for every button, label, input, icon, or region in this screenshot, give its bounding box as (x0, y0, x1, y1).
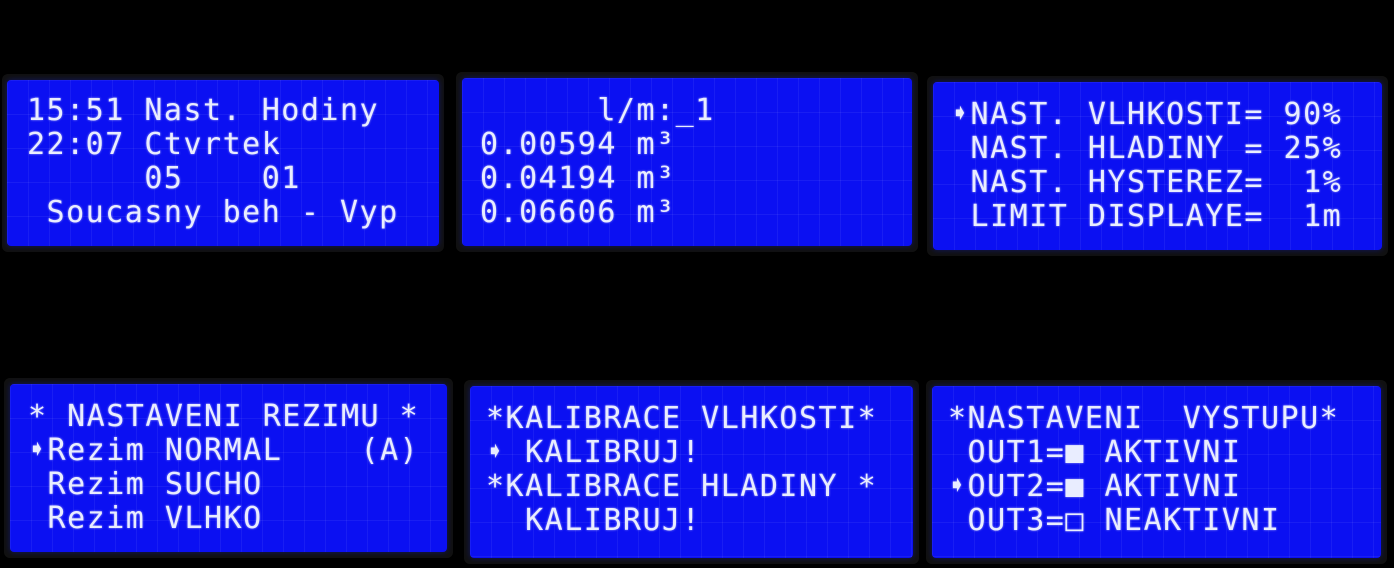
lcd-line-4: LIMIT DISPLAYE= 1m (951, 199, 1343, 234)
lcd-output-settings: *NASTAVENI VYSTUPU* OUT1=■ AKTIVNI ➧OUT2… (932, 386, 1381, 558)
lcd-line-3: 05 01 (27, 161, 301, 196)
lcd-line-1: l/m:_1 (480, 93, 715, 128)
lcd-line-4: 0.06606 m³ (480, 195, 676, 230)
lcd-calibration: *KALIBRACE VLHKOSTI* ➧ KALIBRUJ! *KALIBR… (470, 386, 913, 558)
lcd-line-2: 0.00594 m³ (480, 127, 676, 162)
lcd-line-3: *KALIBRACE HLADINY * (486, 469, 878, 504)
lcd-line-1: 15:51 Nast. Hodiny (27, 93, 380, 128)
lcd-line-1: * NASTAVENI REZIMU * (28, 399, 420, 434)
lcd-line-2: ➧Rezim NORMAL (A) (28, 433, 420, 468)
lcd-line-2: ➧ KALIBRUJ! (486, 435, 702, 470)
lcd-mode-settings: * NASTAVENI REZIMU * ➧Rezim NORMAL (A) R… (10, 384, 447, 552)
lcd-line-2: OUT1=■ AKTIVNI (948, 435, 1242, 470)
lcd-line-2: NAST. HLADINY = 25% (951, 131, 1343, 166)
lcd-line-3: 0.04194 m³ (480, 161, 676, 196)
lcd-line-4: Rezim VLHKO (28, 501, 263, 536)
lcd-line-1: *NASTAVENI VYSTUPU* (948, 401, 1340, 436)
lcd-line-1: *KALIBRACE VLHKOSTI* (486, 401, 878, 436)
lcd-line-2: 22:07 Ctvrtek (27, 127, 282, 162)
lcd-line-4: OUT3=□ NEAKTIVNI (948, 503, 1281, 538)
lcd-line-4: KALIBRUJ! (486, 503, 702, 538)
lcd-line-4: Soucasny beh - Vyp (27, 195, 399, 230)
lcd-line-3: NAST. HYSTEREZ= 1% (951, 165, 1343, 200)
lcd-line-3: ➧OUT2=■ AKTIVNI (948, 469, 1242, 504)
lcd-clock-settings: 15:51 Nast. Hodiny 22:07 Ctvrtek 05 01 S… (7, 80, 439, 246)
lcd-flow-readings: l/m:_1 0.00594 m³ 0.04194 m³ 0.06606 m³ (462, 78, 912, 246)
lcd-line-3: Rezim SUCHO (28, 467, 263, 502)
lcd-line-1: ➧NAST. VLHKOSTI= 90% (951, 97, 1343, 132)
lcd-settings-values: ➧NAST. VLHKOSTI= 90% NAST. HLADINY = 25%… (933, 82, 1382, 250)
